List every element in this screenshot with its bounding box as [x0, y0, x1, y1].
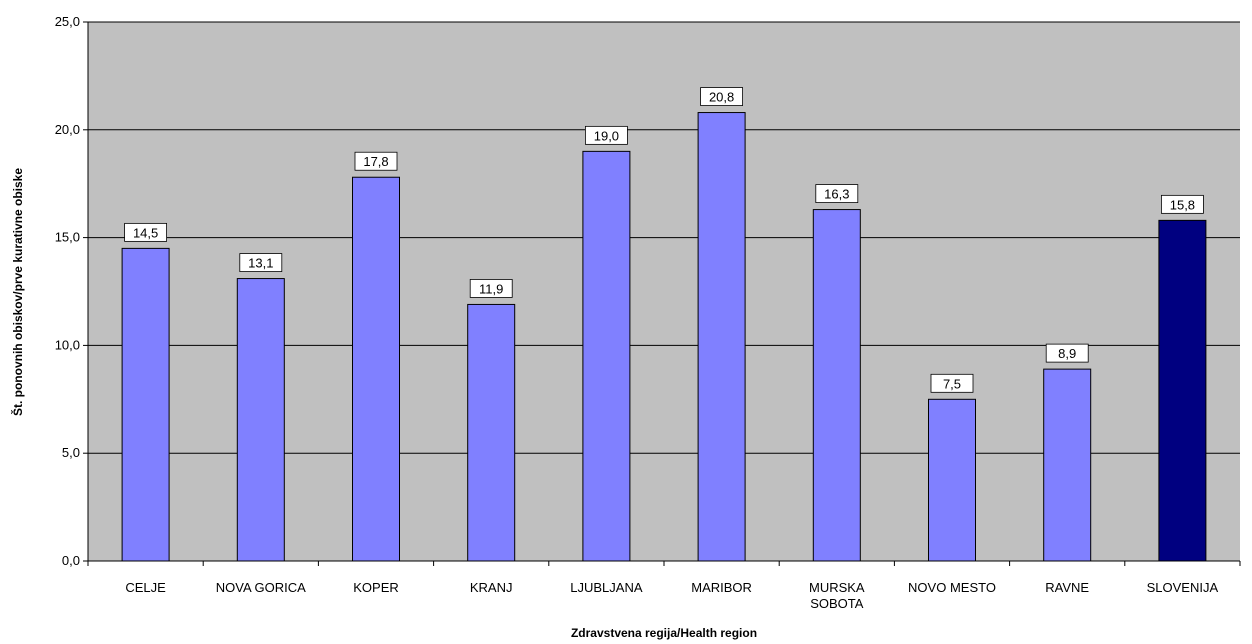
x-tick-label: MARIBOR: [691, 580, 752, 595]
bar: [467, 303, 516, 562]
x-tick-label: MURSKA SOBOTA: [809, 580, 865, 611]
value-label: 20,8: [709, 90, 734, 105]
x-axis-title: Zdravstvena regija/Health region: [571, 626, 757, 640]
x-tick-label: CELJE: [125, 580, 166, 595]
y-tick-label: 25,0: [55, 14, 80, 29]
x-tick-label: NOVO MESTO: [908, 580, 996, 595]
bar: [121, 247, 170, 562]
value-label-box: [124, 222, 167, 242]
bar: [1043, 368, 1092, 562]
y-tick-label: 0,0: [62, 553, 80, 568]
value-label-box: [239, 253, 283, 272]
value-label: 8,9: [1058, 346, 1076, 361]
value-label-box: [354, 151, 398, 171]
value-label-box: [815, 184, 859, 203]
x-tick-label: LJUBLJANA: [570, 580, 643, 595]
y-tick-label: 15,0: [55, 230, 80, 245]
value-label-box: [1045, 343, 1089, 363]
y-axis-title: Št. ponovnih obiskov/prve kurativne obis…: [10, 168, 25, 416]
value-label: 17,8: [363, 154, 388, 169]
bar: [352, 176, 400, 562]
value-label: 13,1: [248, 256, 273, 271]
x-tick-label: KOPER: [353, 580, 399, 595]
y-tick-label: 10,0: [55, 337, 80, 352]
value-label: 19,0: [594, 128, 619, 143]
x-tick-label: SLOVENIJA: [1147, 580, 1219, 595]
bar: [236, 278, 285, 562]
bar: [582, 150, 631, 562]
value-label-box: [585, 125, 628, 145]
bar: [697, 112, 746, 562]
x-tick-label: RAVNE: [1045, 580, 1089, 595]
value-label: 14,5: [133, 225, 158, 240]
value-label-box: [1161, 194, 1204, 214]
bar: [812, 209, 861, 562]
value-label: 15,8: [1170, 197, 1195, 212]
value-label-box: [930, 373, 974, 393]
value-label: 11,9: [479, 281, 503, 296]
x-tick-label: KRANJ: [470, 580, 513, 595]
value-label: 7,5: [943, 376, 961, 391]
bar: [928, 398, 976, 562]
x-tick-label: NOVA GORICA: [216, 580, 306, 595]
value-label: 16,3: [824, 187, 849, 202]
bar: [1158, 219, 1207, 562]
y-tick-label: 5,0: [62, 445, 80, 460]
y-tick-label: 20,0: [55, 122, 80, 137]
value-label-box: [700, 87, 743, 106]
value-label-box: [469, 279, 513, 298]
